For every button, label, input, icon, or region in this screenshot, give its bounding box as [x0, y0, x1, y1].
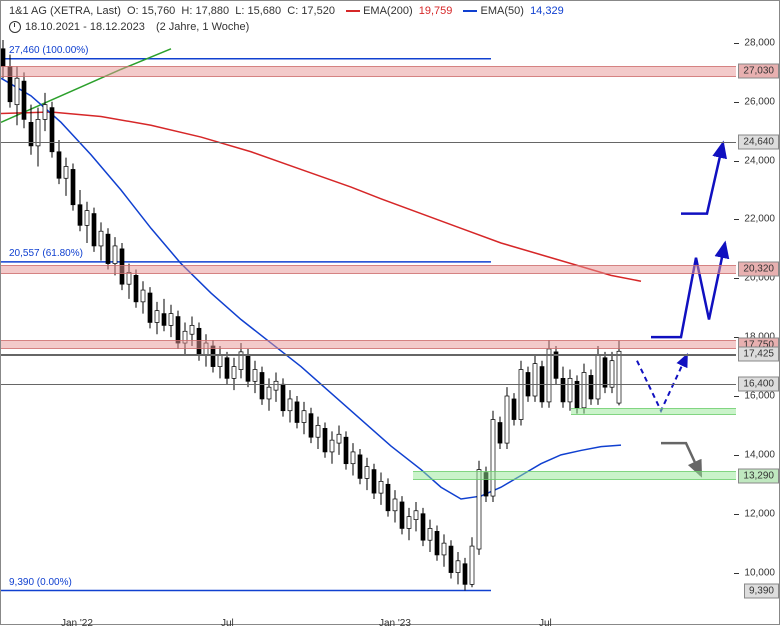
y-tick-label: 26,000 [744, 96, 775, 107]
ohlc-close: 17,520 [301, 5, 335, 17]
ema50-line-icon [463, 10, 477, 12]
price-tag: 24,640 [738, 134, 779, 149]
y-tick-label: 16,000 [744, 391, 775, 402]
ema200-line-icon [346, 10, 360, 12]
legend-ema50: EMA(50) 14,329 [463, 5, 563, 17]
plot-area[interactable] [1, 37, 736, 602]
y-tick-mark [734, 514, 739, 515]
chart-header: 1&1 AG (XETRA, Last) O: 15,760 H: 17,880… [9, 5, 564, 17]
legend-ema200: EMA(200) 19,759 [346, 5, 455, 17]
y-tick-label: 28,000 [744, 37, 775, 48]
y-tick-label: 12,000 [744, 508, 775, 519]
date-range: 18.10.2021 - 18.12.2023 [25, 21, 145, 33]
y-tick-mark [734, 396, 739, 397]
y-axis: 10,00012,00014,00016,00018,00020,00022,0… [734, 37, 779, 602]
y-tick-mark [734, 102, 739, 103]
y-tick-mark [734, 161, 739, 162]
price-tag: 17,425 [738, 347, 779, 362]
ohlc-open: 15,760 [142, 5, 176, 17]
fib-label: 20,557 (61.80%) [9, 248, 83, 259]
price-zone [413, 471, 736, 480]
x-tick-label: Jul [539, 618, 552, 629]
y-tick-mark [734, 219, 739, 220]
y-tick-label: 10,000 [744, 567, 775, 578]
price-tag: 27,030 [738, 64, 779, 79]
y-tick-mark [734, 278, 739, 279]
price-tag: 20,320 [738, 261, 779, 276]
price-zone [1, 265, 736, 274]
price-tag: 13,290 [738, 468, 779, 483]
fib-label: 27,460 (100.00%) [9, 45, 89, 56]
x-tick-label: Jul [221, 618, 234, 629]
price-zone [1, 66, 736, 76]
price-tag: 16,400 [738, 377, 779, 392]
ohlc-high: 17,880 [195, 5, 229, 17]
y-tick-mark [734, 455, 739, 456]
y-tick-mark [734, 573, 739, 574]
price-line [1, 142, 736, 143]
ohlc-low: 15,680 [247, 5, 281, 17]
symbol-label: 1&1 AG (XETRA, Last) [9, 5, 121, 17]
interval-label: (2 Jahre, 1 Woche) [156, 21, 249, 33]
price-line [1, 384, 736, 385]
price-tag: 9,390 [744, 583, 779, 598]
x-tick-label: Jan '22 [61, 618, 93, 629]
chart-subheader: 18.10.2021 - 18.12.2023 (2 Jahre, 1 Woch… [9, 21, 249, 33]
price-zone [1, 340, 736, 349]
stock-chart: 1&1 AG (XETRA, Last) O: 15,760 H: 17,880… [0, 0, 780, 625]
x-tick-label: Jan '23 [379, 618, 411, 629]
y-tick-label: 24,000 [744, 155, 775, 166]
fib-label: 9,390 (0.00%) [9, 577, 72, 588]
chart-svg [1, 37, 736, 602]
y-tick-mark [734, 43, 739, 44]
price-zone [571, 408, 736, 415]
y-tick-label: 14,000 [744, 449, 775, 460]
clock-icon [9, 21, 21, 33]
price-line [1, 354, 736, 356]
y-tick-label: 22,000 [744, 214, 775, 225]
